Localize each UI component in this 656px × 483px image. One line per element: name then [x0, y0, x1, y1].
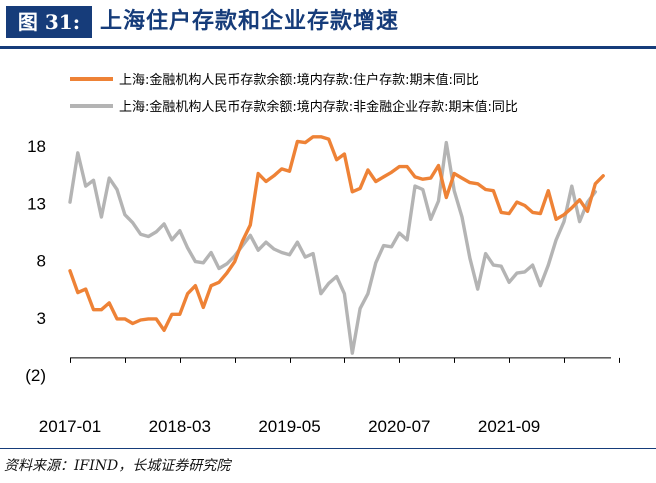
x-tick-label: 2019-05 — [258, 417, 320, 436]
x-tick-label: 2021-09 — [478, 417, 540, 436]
source-note: 资料来源：IFIND，长城证券研究院 — [4, 458, 231, 474]
series-line-enterprise — [68, 140, 597, 355]
figure-title: 上海住户存款和企业存款增速 — [100, 9, 400, 34]
source-rule — [0, 448, 656, 449]
title-bar: 图 31: 上海住户存款和企业存款增速 — [0, 0, 656, 44]
y-tick-label: 3 — [37, 309, 46, 328]
axes — [70, 357, 620, 363]
legend-label-enterprise: 上海:金融机构人民币存款余额:境内存款:非金融企业存款:期末值:同比 — [119, 99, 518, 115]
x-tick-label: 2018-03 — [149, 417, 211, 436]
x-tick-labels: 2017-01 2018-03 2019-05 2020-07 2021-09 — [39, 417, 540, 436]
figure-label: 图 31: — [6, 6, 92, 38]
y-tick-label: 8 — [37, 252, 46, 271]
y-tick-label: 18 — [27, 137, 46, 156]
y-tick-labels: 18 13 8 3 (2) — [25, 137, 46, 385]
title-rule — [0, 46, 656, 49]
legend-label-household: 上海:金融机构人民币存款余额:境内存款:住户存款:期末值:同比 — [119, 72, 479, 88]
x-tick-label: 2020-07 — [368, 417, 430, 436]
y-tick-label: (2) — [25, 366, 46, 385]
series-lines — [68, 135, 605, 355]
series-line-household — [68, 135, 605, 332]
y-tick-label: 13 — [27, 194, 46, 213]
legend: 上海:金融机构人民币存款余额:境内存款:住户存款:期末值:同比 上海:金融机构人… — [70, 72, 518, 115]
line-chart: 上海:金融机构人民币存款余额:境内存款:住户存款:期末值:同比 上海:金融机构人… — [25, 72, 620, 436]
x-tick-label: 2017-01 — [39, 417, 101, 436]
